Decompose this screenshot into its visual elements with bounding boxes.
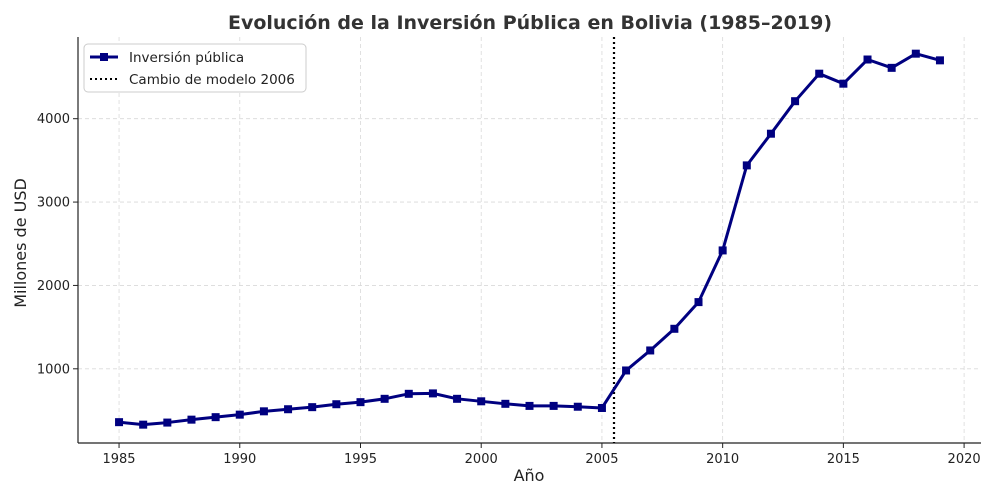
data-point [718,246,727,255]
data-point [163,418,172,427]
data-point [332,400,341,409]
x-tick-label: 2020 [948,452,981,467]
data-point [597,403,606,412]
legend-frame [83,43,307,93]
data-point [115,418,124,427]
axes [77,37,981,444]
data-point [211,413,220,422]
y-tick-label: 3000 [37,196,70,211]
data-point [259,407,268,416]
legend: Inversión pública Cambio de modelo 2006 [83,43,307,93]
data-point [284,405,293,414]
x-tick-label: 1985 [102,452,135,467]
data-point [453,394,462,403]
y-tick-label: 2000 [37,279,70,294]
data-point [235,410,244,419]
y-tick-label: 1000 [37,362,70,377]
data-point [815,69,824,78]
x-tick-label: 1995 [344,452,377,467]
data-point [573,402,582,411]
x-tick-label: 2010 [706,452,739,467]
data-point [187,415,196,424]
data-point [887,63,896,72]
y-axis-label: Millones de USD [11,178,30,308]
x-tick-label: 2000 [465,452,498,467]
data-point [501,399,510,408]
data-point [477,397,486,406]
x-tick-label: 1990 [223,452,256,467]
data-point [670,324,679,333]
data-point [863,55,872,64]
data-point [380,394,389,403]
legend-reference-label: Cambio de modelo 2006 [129,72,295,88]
data-point [839,79,848,88]
data-point [742,161,751,170]
data-point [404,389,413,398]
x-tick-label: 2005 [585,452,618,467]
chart-title: Evolución de la Inversión Pública en Bol… [228,12,832,34]
data-point [622,366,631,375]
data-point [308,403,317,412]
data-point [428,389,437,398]
legend-series-marker [100,53,108,61]
data-point [694,298,703,307]
tick-marks: 1985 1990 1995 2000 2005 2010 2015 2020 1000 2000… [37,112,981,467]
data-point [139,420,148,429]
data-point [525,401,534,410]
data-point [911,49,920,58]
data-point [791,97,800,106]
data-point [935,56,944,65]
series-group [115,49,944,429]
data-point [766,129,775,138]
y-tick-label: 4000 [37,112,70,127]
x-tick-label: 2015 [827,452,860,467]
legend-series-label: Inversión pública [129,50,244,66]
data-point [549,401,558,410]
data-point [356,398,365,407]
x-axis-label: Año [514,466,545,485]
grid [78,37,981,443]
data-point [646,346,655,355]
